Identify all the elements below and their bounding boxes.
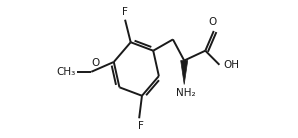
Text: F: F	[122, 7, 128, 17]
Text: F: F	[138, 121, 144, 131]
Text: OH: OH	[223, 60, 239, 70]
Text: CH₃: CH₃	[57, 67, 76, 77]
Text: NH₂: NH₂	[176, 88, 195, 98]
Polygon shape	[181, 61, 188, 84]
Text: O: O	[208, 18, 216, 27]
Text: O: O	[91, 58, 100, 68]
